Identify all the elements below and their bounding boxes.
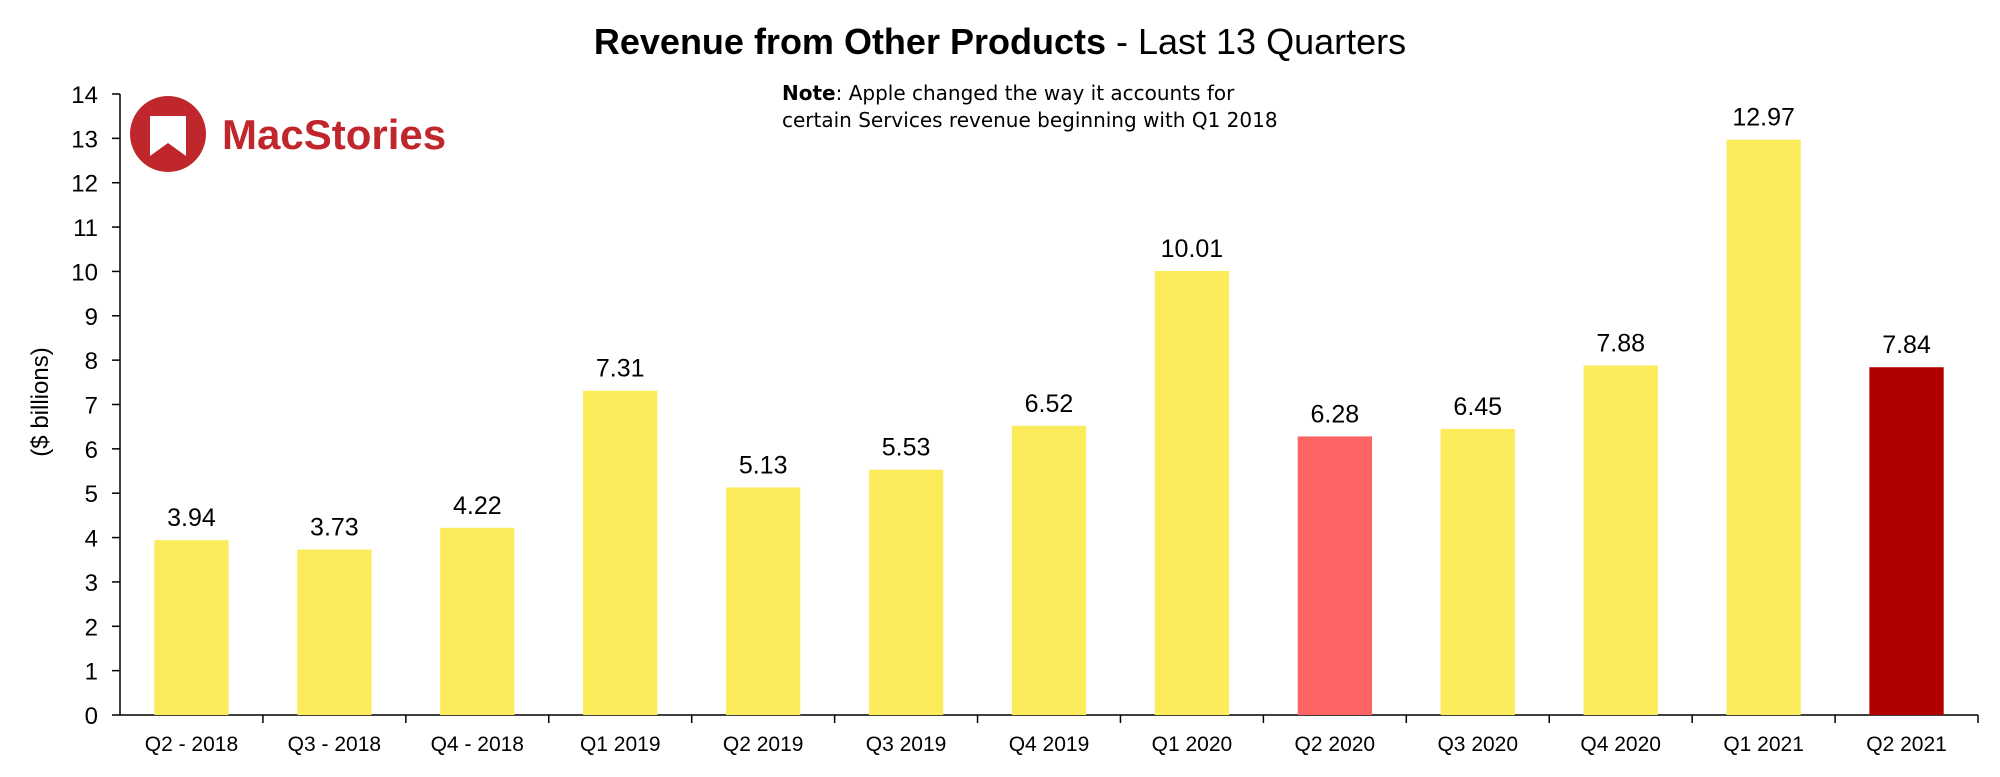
bar [868, 469, 944, 715]
bar [1011, 425, 1087, 715]
x-tick-label: Q2 - 2018 [145, 733, 238, 756]
x-tick-label: Q2 2020 [1295, 733, 1376, 756]
y-tick-label: 8 [85, 348, 98, 375]
y-tick-label: 3 [85, 570, 98, 597]
data-label: 4.22 [453, 492, 502, 520]
bar [1583, 365, 1658, 715]
data-label: 7.84 [1882, 331, 1931, 359]
x-tick-labels: Q2 - 2018 Q3 - 2018 Q4 - 2018 Q1 2019 Q2 201… [145, 715, 1979, 756]
chart-title-bold: Revenue from Other Products [594, 21, 1106, 62]
chart-title: Revenue from Other Products - Last 13 Qu… [594, 21, 1406, 62]
x-tick-label: Q1 2019 [580, 733, 661, 756]
value-labels: 3.94 3.73 4.22 7.31 5.13 5.53 6.52 10.01 6.28 6.4… [167, 104, 1931, 542]
y-tick-label: 13 [71, 126, 98, 153]
x-tick-label: Q2 2021 [1866, 733, 1947, 756]
x-tick-label: Q2 2019 [723, 733, 804, 756]
x-tick-label: Q1 2020 [1152, 733, 1233, 756]
data-label: 6.28 [1311, 400, 1360, 428]
y-tick-label: 12 [71, 171, 98, 198]
chart-note-text: : Apple changed the way it accounts for [836, 81, 1236, 105]
chart-title-rest: - Last 13 Quarters [1106, 21, 1406, 62]
bar [1440, 428, 1515, 715]
bar [1726, 139, 1801, 715]
x-tick-label: Q3 - 2018 [288, 733, 381, 756]
y-tick-label: 9 [85, 304, 98, 331]
y-tick-label: 0 [85, 703, 98, 730]
x-tick-label: Q4 - 2018 [431, 733, 524, 756]
y-tick-label: 10 [71, 259, 98, 286]
data-label: 3.94 [167, 504, 216, 532]
data-label: 7.88 [1596, 329, 1645, 357]
bar [297, 549, 372, 715]
y-tick-label: 4 [85, 526, 98, 553]
chart-note-line2: certain Services revenue beginning with … [782, 108, 1278, 132]
x-tick-label: Q1 2021 [1723, 733, 1804, 756]
bar [1154, 270, 1230, 715]
bar [154, 540, 229, 715]
bar [583, 390, 658, 715]
data-label: 5.13 [739, 451, 788, 479]
logo-text: MacStories [222, 111, 446, 158]
data-label: 6.45 [1453, 393, 1502, 421]
y-tick-label: 5 [85, 481, 98, 508]
data-label: 6.52 [1025, 390, 1074, 418]
data-label: 3.73 [310, 514, 359, 542]
x-tick-label: Q3 2019 [866, 733, 947, 756]
chart-note-bold: Note [782, 81, 836, 105]
x-tick-label: Q4 2020 [1580, 733, 1661, 756]
logo-bookmark-icon [150, 116, 186, 156]
macstories-logo: MacStories [130, 96, 446, 172]
data-label: 10.01 [1161, 235, 1224, 263]
bars [154, 139, 1944, 715]
data-label: 12.97 [1732, 104, 1795, 132]
y-tick-label: 6 [85, 437, 98, 464]
x-tick-label: Q4 2019 [1009, 733, 1090, 756]
bar [1869, 367, 1944, 715]
data-label: 7.31 [596, 355, 645, 383]
y-axis-label: ($ billions) [27, 347, 54, 456]
bar [440, 527, 515, 715]
data-label: 5.53 [882, 434, 931, 462]
x-tick-label: Q3 2020 [1437, 733, 1518, 756]
bar [1297, 436, 1373, 715]
y-tick-label: 7 [85, 393, 98, 420]
y-tick-label: 2 [85, 614, 98, 641]
chart-note-line1: Note: Apple changed the way it accounts … [782, 81, 1235, 105]
bar [725, 487, 801, 715]
y-tick-label: 14 [71, 82, 98, 109]
y-tick-label: 11 [73, 215, 98, 242]
y-tick-label: 1 [85, 659, 98, 686]
